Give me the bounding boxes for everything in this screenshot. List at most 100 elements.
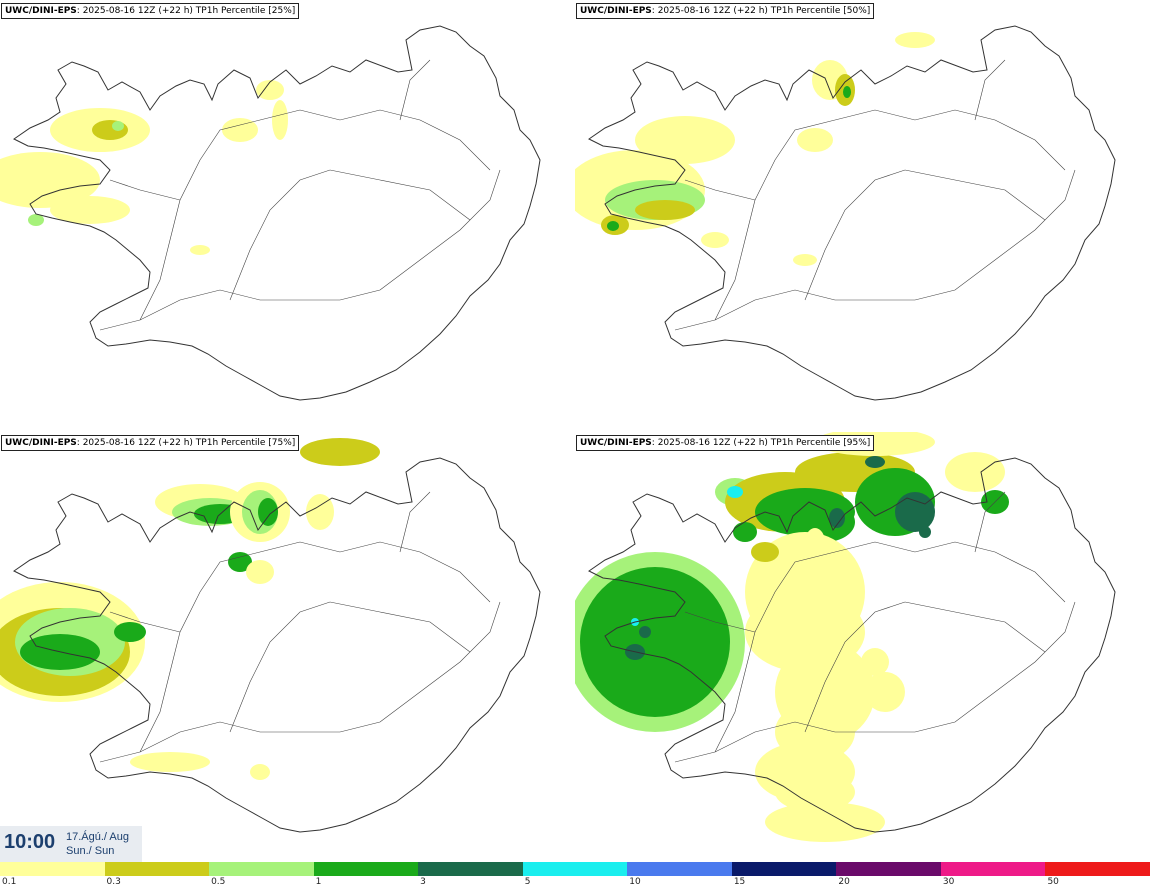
precip-area bbox=[843, 86, 851, 98]
road-path bbox=[139, 109, 491, 321]
precip-area bbox=[607, 221, 619, 231]
iceland-coastline bbox=[13, 457, 541, 833]
map-canvas bbox=[575, 25, 1116, 401]
legend-tick-label: 10 bbox=[629, 877, 641, 887]
map-canvas bbox=[0, 25, 541, 401]
precip-area bbox=[865, 672, 905, 712]
road-path bbox=[399, 59, 431, 121]
legend-tick-label: 0.3 bbox=[106, 877, 121, 887]
precip-area bbox=[895, 492, 935, 532]
precip-area bbox=[272, 100, 288, 140]
precip-field bbox=[575, 32, 935, 266]
coastline-path bbox=[588, 25, 1116, 401]
legend-swatch bbox=[522, 862, 628, 876]
map-canvas bbox=[0, 438, 541, 833]
legend-tick-label: 1 bbox=[315, 877, 322, 887]
precip-field bbox=[575, 432, 1009, 842]
map-canvas bbox=[575, 432, 1116, 842]
road-path bbox=[714, 109, 1066, 321]
precip-area bbox=[222, 118, 258, 142]
road-path bbox=[399, 491, 431, 553]
legend-swatch bbox=[104, 862, 210, 876]
road-path bbox=[229, 601, 331, 733]
coastline-path bbox=[588, 457, 1116, 833]
precip-area bbox=[258, 498, 278, 526]
precip-area bbox=[250, 764, 270, 780]
map-panel-p50: UWC/DINI-EPS: 2025-08-16 12Z (+22 h) TP1… bbox=[575, 0, 1150, 430]
iceland-coastline bbox=[588, 457, 1116, 833]
road-path bbox=[684, 611, 756, 633]
road-path bbox=[714, 541, 1066, 753]
road-path bbox=[904, 169, 1046, 221]
precip-area bbox=[733, 522, 757, 542]
precip-area bbox=[765, 802, 885, 842]
road-path bbox=[684, 179, 756, 201]
road-path bbox=[974, 59, 1006, 121]
precip-area bbox=[112, 121, 124, 131]
panel-title: UWC/DINI-EPS: 2025-08-16 12Z (+22 h) TP1… bbox=[576, 3, 875, 19]
precip-area bbox=[919, 526, 931, 538]
precip-area bbox=[306, 494, 334, 530]
precip-area bbox=[635, 200, 695, 220]
road-path bbox=[804, 601, 906, 733]
precip-area bbox=[28, 214, 44, 226]
precip-area bbox=[580, 567, 730, 717]
legend-swatch bbox=[731, 862, 837, 876]
precip-area bbox=[793, 254, 817, 266]
precip-area bbox=[895, 32, 935, 48]
legend-tick-label: 50 bbox=[1047, 877, 1059, 887]
precip-field bbox=[0, 438, 380, 780]
precip-area bbox=[50, 196, 130, 224]
road-path bbox=[229, 169, 331, 301]
road-path bbox=[329, 169, 471, 221]
precip-area bbox=[945, 452, 1005, 492]
legend-tick-label: 5 bbox=[524, 877, 531, 887]
legend-bar bbox=[0, 862, 1150, 876]
legend-swatch bbox=[836, 862, 941, 876]
road-path bbox=[139, 541, 491, 753]
road-path bbox=[99, 601, 501, 763]
road-path bbox=[109, 611, 181, 633]
legend-swatch bbox=[313, 862, 419, 876]
precip-area bbox=[639, 626, 651, 638]
panel-title: UWC/DINI-EPS: 2025-08-16 12Z (+22 h) TP1… bbox=[1, 435, 300, 451]
precip-area bbox=[727, 486, 743, 498]
coastline-path bbox=[13, 25, 541, 401]
precip-area bbox=[228, 552, 252, 572]
legend-tick-label: 0.1 bbox=[2, 877, 17, 887]
valid-time-box: 10:00 17.Ágú./ Aug Sun./ Sun bbox=[0, 826, 142, 862]
precip-area bbox=[829, 508, 845, 528]
precip-area bbox=[865, 456, 885, 468]
precip-area bbox=[775, 772, 855, 812]
precip-area bbox=[256, 80, 284, 100]
precip-area bbox=[635, 116, 735, 164]
iceland-coastline bbox=[13, 25, 541, 401]
precip-area bbox=[114, 622, 146, 642]
road-path bbox=[99, 169, 501, 331]
legend-swatch bbox=[209, 862, 314, 876]
road-path bbox=[904, 601, 1046, 653]
color-legend: 0.1 0.3 0.5 1 3 5 10 15 20 30 50 bbox=[0, 862, 1150, 891]
precip-area bbox=[130, 752, 210, 772]
valid-date-line1: 17.Ágú./ Aug bbox=[66, 831, 129, 843]
road-path bbox=[974, 491, 1006, 553]
legend-swatch bbox=[0, 862, 105, 876]
precip-area bbox=[701, 232, 729, 248]
road-path bbox=[674, 601, 1076, 763]
map-panel-p75: UWC/DINI-EPS: 2025-08-16 12Z (+22 h) TP1… bbox=[0, 432, 575, 862]
map-panel-p25: UWC/DINI-EPS: 2025-08-16 12Z (+22 h) TP1… bbox=[0, 0, 575, 430]
road-path bbox=[804, 169, 906, 301]
legend-swatch bbox=[940, 862, 1046, 876]
legend-swatch bbox=[418, 862, 523, 876]
coastline-path bbox=[13, 457, 541, 833]
valid-date: 17.Ágú./ Aug Sun./ Sun bbox=[66, 830, 129, 858]
panel-title: UWC/DINI-EPS: 2025-08-16 12Z (+22 h) TP1… bbox=[576, 435, 875, 451]
precip-area bbox=[0, 152, 100, 208]
precip-field bbox=[0, 80, 288, 255]
legend-swatch bbox=[627, 862, 732, 876]
precip-area bbox=[300, 438, 380, 466]
road-path bbox=[109, 179, 181, 201]
valid-time: 10:00 bbox=[4, 831, 56, 853]
panel-title: UWC/DINI-EPS: 2025-08-16 12Z (+22 h) TP1… bbox=[1, 3, 300, 19]
precip-area bbox=[797, 128, 833, 152]
